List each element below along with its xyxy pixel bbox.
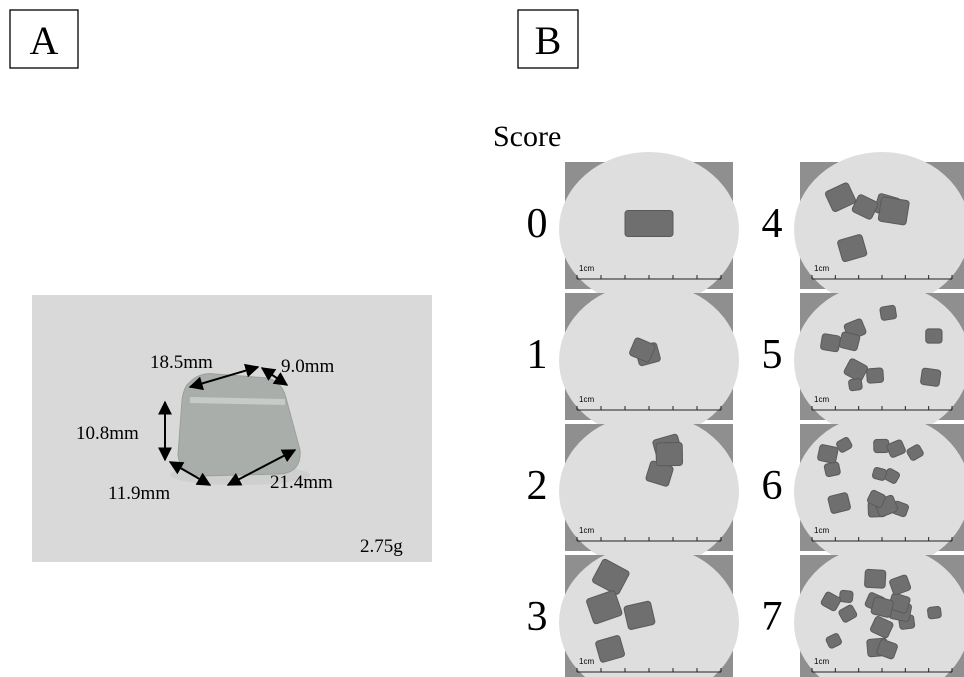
piece: [926, 329, 942, 343]
sample-highlight: [190, 400, 285, 402]
measurement: 10.8mm: [76, 423, 139, 444]
score-label: 3: [527, 594, 548, 640]
sample: [178, 374, 300, 476]
measurement: 21.4mm: [270, 472, 333, 493]
piece: [820, 333, 841, 352]
piece: [839, 590, 853, 603]
scale-label: 1cm: [814, 395, 829, 404]
measurement: 9.0mm: [281, 356, 335, 377]
piece: [656, 442, 683, 465]
piece: [824, 462, 841, 478]
measurement: 11.9mm: [108, 483, 170, 504]
piece: [920, 368, 941, 387]
score-label: 5: [762, 332, 783, 378]
scale-label: 1cm: [814, 264, 829, 273]
piece: [878, 197, 910, 226]
score-photo: 1cm: [794, 545, 964, 677]
heading: Score: [493, 120, 561, 153]
piece: [866, 368, 883, 383]
piece: [848, 378, 862, 391]
score-label: 0: [527, 201, 548, 247]
scale-label: 1cm: [814, 657, 829, 666]
measurement: 18.5mm: [150, 352, 213, 373]
weight: 2.75g: [360, 536, 403, 557]
scale-label: 1cm: [579, 395, 594, 404]
figure: A 18.5mm 9.0mm 10.8mm 11.9mm 21.4mm 2.75…: [0, 0, 964, 677]
scale-label: 1cm: [579, 264, 594, 273]
score-label: 4: [762, 201, 783, 247]
scale-label: 1cm: [579, 526, 594, 535]
piece: [880, 305, 897, 321]
piece: [625, 211, 673, 237]
panel-label: A: [30, 18, 59, 63]
piece: [871, 596, 894, 617]
score-label: 7: [762, 594, 783, 640]
score-label: 6: [762, 463, 783, 509]
score-label: 2: [527, 463, 548, 509]
score-label: 1: [527, 332, 548, 378]
piece: [817, 444, 838, 464]
score-photo: 1cm: [559, 545, 739, 677]
piece: [864, 569, 885, 588]
scale-label: 1cm: [579, 657, 594, 666]
scale-label: 1cm: [814, 526, 829, 535]
piece: [927, 606, 941, 619]
panel-label: B: [535, 18, 562, 63]
